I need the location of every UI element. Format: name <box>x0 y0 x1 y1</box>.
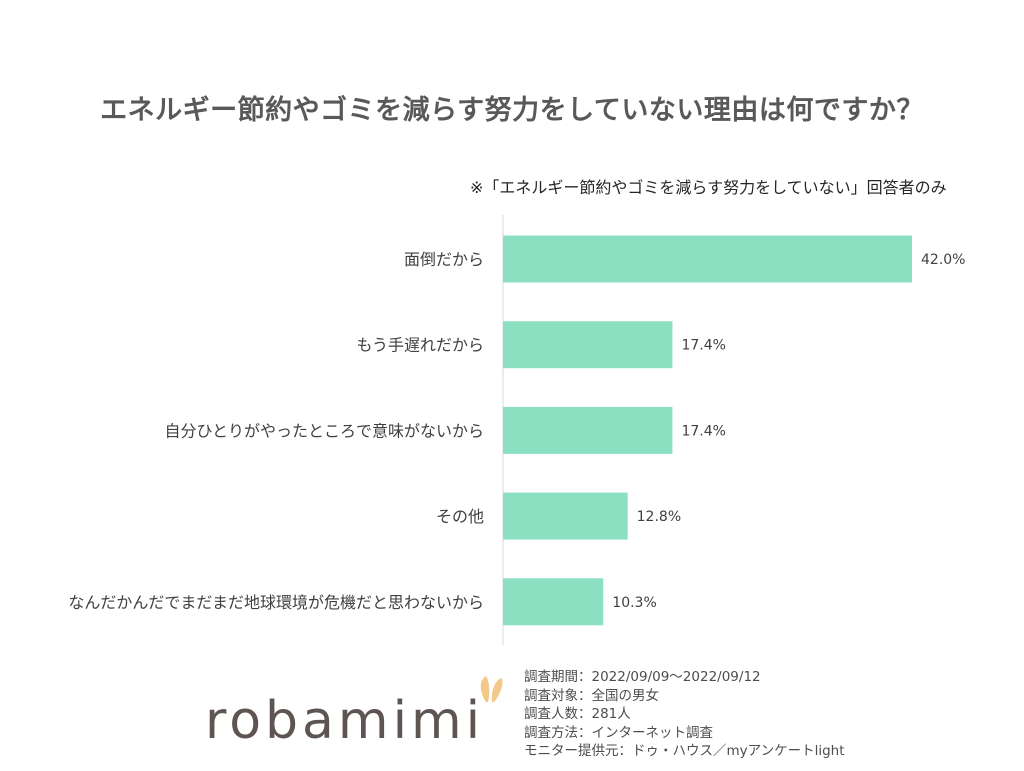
bar-2 <box>503 406 673 454</box>
page-title: エネルギー節約やゴミを減らす努力をしていない理由は何ですか？ <box>100 95 924 126</box>
category-label-4: なんだかんだでまだまだ地球環境が危機だと思わないから <box>68 593 484 612</box>
category-label-1: もう手遅れだから <box>356 336 484 355</box>
survey-target: 調査対象：全国の男女 <box>524 687 659 704</box>
value-label-2: 17.4% <box>681 423 725 439</box>
logo-wordmark: robamimi <box>205 691 484 751</box>
survey-period: 調査期間：2022/09/09～2022/09/12 <box>524 669 761 685</box>
respondent-note: ※「エネルギー節約やゴミを減らす努力をしていない」回答者のみ <box>470 178 947 197</box>
value-label-1: 17.4% <box>681 338 725 354</box>
bar-1 <box>503 321 673 369</box>
value-label-3: 12.8% <box>637 509 681 525</box>
survey-count: 調査人数：281人 <box>524 706 631 723</box>
bar-4 <box>503 578 604 626</box>
survey-method: 調査方法：インターネット調査 <box>524 724 713 741</box>
value-label-4: 10.3% <box>612 595 656 611</box>
value-label-0: 42.0% <box>921 252 965 268</box>
bar-3 <box>503 492 628 540</box>
logo-ear-right <box>491 678 503 702</box>
logo-ear-left <box>480 676 490 702</box>
bar-chart: 面倒だから 42.0% もう手遅れだから 17.4% 自分ひとりがやったところで意味がな… <box>68 215 965 645</box>
category-label-0: 面倒だから <box>404 250 484 269</box>
bar-0 <box>503 235 912 283</box>
category-label-3: その他 <box>436 507 484 526</box>
robamimi-logo: robamimi <box>205 676 503 751</box>
survey-info: 調査期間：2022/09/09～2022/09/12 調査対象：全国の男女 調査… <box>524 668 845 761</box>
bar-group: 面倒だから 42.0% もう手遅れだから 17.4% 自分ひとりがやったところで意味がな… <box>68 235 965 626</box>
category-label-2: 自分ひとりがやったところで意味がないから <box>164 421 484 440</box>
survey-provider: モニター提供元：ドゥ・ハウス／myアンケートlight <box>524 743 845 760</box>
